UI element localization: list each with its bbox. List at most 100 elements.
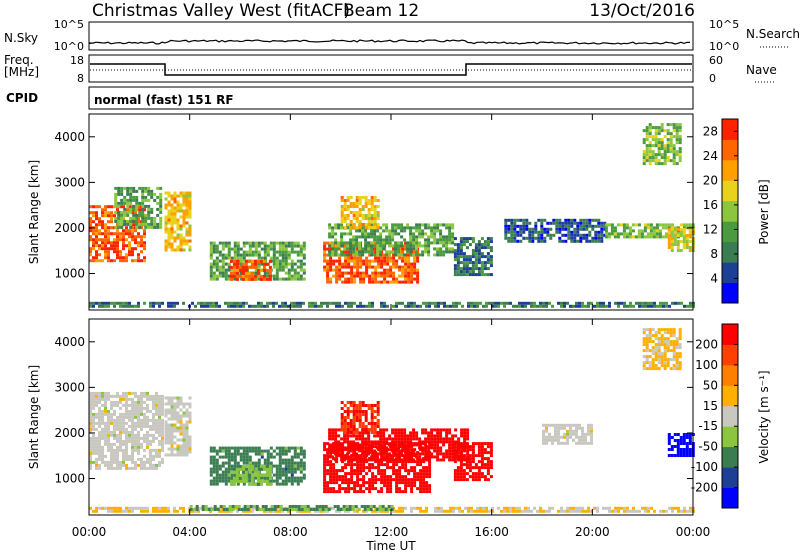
power-cell <box>352 226 356 229</box>
power-cell <box>673 226 677 230</box>
velocity-cell <box>161 418 164 422</box>
power-cell <box>367 244 371 248</box>
velocity-cell <box>337 452 341 456</box>
velocity-cell <box>173 414 177 418</box>
power-cell <box>468 237 472 241</box>
velocity-cell <box>418 458 422 462</box>
power-cell <box>239 262 243 266</box>
nsearch-tick-bottom: 10^0 <box>709 40 739 53</box>
velocity-cell <box>654 334 658 338</box>
power-cell <box>355 229 359 233</box>
power-cell <box>349 250 353 254</box>
velocity-cell <box>287 476 291 480</box>
velocity-cell <box>92 451 95 455</box>
power-cell <box>642 129 646 133</box>
power-cell <box>439 229 443 233</box>
velocity-cell <box>227 455 231 459</box>
velocity-cell <box>358 413 362 416</box>
velocity-cell <box>140 412 143 416</box>
power-cell <box>412 232 416 236</box>
power-cell <box>448 247 452 251</box>
velocity-cell <box>448 458 452 462</box>
power-cell <box>116 235 119 239</box>
velocity-cell <box>110 457 113 461</box>
power-cell <box>358 199 362 202</box>
velocity-cell <box>356 466 360 470</box>
power-cell <box>215 259 219 263</box>
velocity-cell <box>161 460 164 464</box>
power-cell <box>587 301 590 305</box>
velocity-cell <box>143 421 146 425</box>
power-cell <box>570 236 574 240</box>
velocity-cell <box>242 449 246 453</box>
velocity-cell <box>224 470 228 474</box>
power-cell <box>176 209 180 213</box>
velocity-cell <box>143 466 146 470</box>
power-cell <box>540 233 544 237</box>
velocity-cell <box>260 476 264 480</box>
velocity-cell <box>128 403 131 407</box>
power-cell <box>131 250 134 254</box>
velocity-cell <box>557 423 560 427</box>
power-cell <box>167 212 171 216</box>
power-cell <box>98 205 101 209</box>
power-cell <box>660 123 664 127</box>
power-cell <box>185 215 189 219</box>
power-cell <box>340 232 344 236</box>
power-cell <box>654 144 658 148</box>
power-cell <box>380 304 383 308</box>
velocity-cell <box>122 418 125 422</box>
power-cell <box>272 244 276 248</box>
velocity-cell <box>380 454 384 458</box>
power-cell <box>182 191 186 195</box>
velocity-cell <box>128 397 131 401</box>
power-cell <box>132 189 136 193</box>
power-cell <box>567 233 571 237</box>
power-colorbar-tick-label: 24 <box>703 149 718 163</box>
power-cell <box>308 304 311 308</box>
power-cell <box>275 256 279 260</box>
velocity-cell <box>557 438 560 442</box>
power-cell <box>107 253 110 257</box>
power-cell <box>660 138 664 142</box>
power-cell <box>355 235 359 239</box>
power-cell <box>293 241 297 245</box>
power-cell <box>549 236 553 240</box>
velocity-cell <box>235 470 239 474</box>
velocity-cell <box>361 434 365 438</box>
velocity-cell <box>563 432 566 436</box>
velocity-cell <box>122 430 125 434</box>
velocity-cell <box>445 434 449 438</box>
velocity-cell <box>376 440 380 444</box>
power-cell <box>159 210 163 214</box>
power-cell <box>331 235 335 239</box>
velocity-cell <box>323 460 327 464</box>
velocity-cell <box>125 466 128 470</box>
velocity-cell <box>554 423 557 427</box>
power-cell <box>349 244 353 248</box>
power-cell <box>604 229 608 233</box>
power-cell <box>361 208 365 211</box>
power-cell <box>182 200 186 204</box>
power-cell <box>262 268 266 272</box>
power-cell <box>340 217 344 220</box>
velocity-cell <box>445 440 449 444</box>
velocity-cell <box>445 437 449 441</box>
power-cell <box>533 301 536 305</box>
velocity-cell <box>125 445 128 449</box>
power-cell <box>89 205 92 209</box>
velocity-cell <box>257 467 261 471</box>
power-cell <box>215 256 219 260</box>
velocity-cell <box>290 446 294 450</box>
velocity-cell <box>116 454 119 458</box>
power-cell <box>164 215 168 219</box>
power-cell <box>329 265 333 269</box>
power-cell <box>564 239 568 243</box>
power-cell <box>371 304 374 308</box>
velocity-cell <box>651 352 655 356</box>
velocity-cell <box>462 442 466 446</box>
power-cell <box>534 227 538 231</box>
velocity-cell <box>158 427 161 431</box>
power-cell <box>284 244 288 248</box>
velocity-cell <box>340 428 344 431</box>
